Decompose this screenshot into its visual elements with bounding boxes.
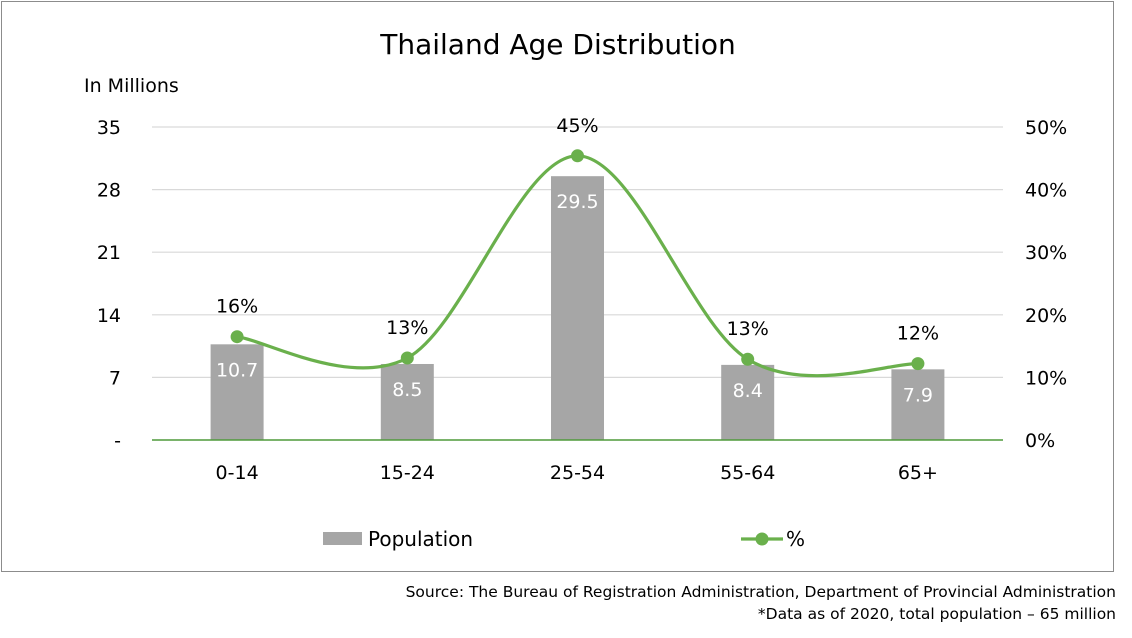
y-tick-label: 7 <box>109 367 121 389</box>
y-tick-label: 21 <box>97 242 121 264</box>
y2-tick-label: 10% <box>1025 367 1067 389</box>
x-tick-label: 25-54 <box>550 462 605 484</box>
legend-percent-marker <box>755 532 769 546</box>
y-axis-label: In Millions <box>84 75 179 97</box>
bar-55-64 <box>721 364 775 440</box>
bar-value-label: 8.5 <box>392 379 422 401</box>
bar-value-label: 29.5 <box>556 191 598 213</box>
y2-tick-label: 30% <box>1025 242 1067 264</box>
percent-label: 13% <box>386 317 428 339</box>
bar-65+ <box>891 369 945 440</box>
chart-title: Thailand Age Distribution <box>379 28 736 61</box>
source-note: Source: The Bureau of Registration Admin… <box>405 583 1116 601</box>
y-tick-label: 35 <box>97 117 121 139</box>
x-tick-label: 15-24 <box>380 462 435 484</box>
age-distribution-chart: Thailand Age Distribution In Millions - 0% 7… <box>84 28 1067 551</box>
percent-label: 45% <box>556 115 598 137</box>
legend-percent-label: % <box>786 527 805 551</box>
bar-value-label: 7.9 <box>903 384 933 406</box>
y-tick-label: - <box>114 430 121 452</box>
percent-point-65+ <box>911 357 925 371</box>
percent-point-55-64 <box>741 352 755 366</box>
y2-tick-label: 0% <box>1025 430 1055 452</box>
y2-tick-label: 50% <box>1025 117 1067 139</box>
y2-tick-label: 40% <box>1025 180 1067 202</box>
percent-point-25-54 <box>571 149 584 163</box>
x-tick-label: 0-14 <box>216 462 259 484</box>
percent-label: 12% <box>897 323 939 345</box>
data-note: *Data as of 2020, total population – 65 … <box>757 605 1116 623</box>
x-tick-label: 55-64 <box>720 462 775 484</box>
y-tick-label: 14 <box>97 305 121 327</box>
legend-population-swatch <box>323 532 362 545</box>
bar-25-54 <box>551 176 604 440</box>
percent-point-0-14 <box>230 330 244 344</box>
bar-value-label: 8.4 <box>733 380 763 402</box>
legend-population-label: Population <box>368 527 473 551</box>
x-tick-label: 65+ <box>898 462 938 484</box>
bar-15-24 <box>380 363 434 440</box>
y-tick-label: 28 <box>97 180 121 202</box>
percent-point-15-24 <box>400 351 414 365</box>
percent-label: 13% <box>727 318 769 340</box>
y2-tick-label: 20% <box>1025 305 1067 327</box>
bar-0-14 <box>210 344 264 440</box>
percent-label: 16% <box>216 296 258 318</box>
bar-value-label: 10.7 <box>216 359 258 381</box>
